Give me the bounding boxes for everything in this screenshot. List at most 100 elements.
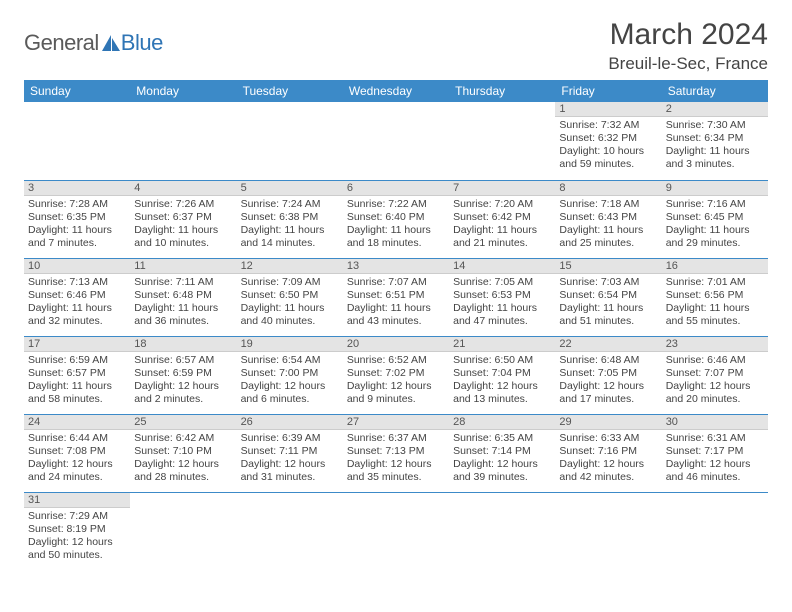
day-cell: 15Sunrise: 7:03 AMSunset: 6:54 PMDayligh… [555, 258, 661, 336]
day-number: 30 [662, 415, 768, 430]
sunrise-text: Sunrise: 6:57 AM [134, 354, 232, 367]
day-number: 12 [237, 259, 343, 274]
sunset-text: Sunset: 8:19 PM [28, 523, 126, 536]
day-number: 2 [662, 102, 768, 117]
day-details: Sunrise: 6:42 AMSunset: 7:10 PMDaylight:… [130, 430, 236, 488]
day-details: Sunrise: 7:11 AMSunset: 6:48 PMDaylight:… [130, 274, 236, 332]
sunset-text: Sunset: 6:42 PM [453, 211, 551, 224]
daylight-text: Daylight: 12 hours and 20 minutes. [666, 380, 764, 406]
day-cell: 26Sunrise: 6:39 AMSunset: 7:11 PMDayligh… [237, 414, 343, 492]
day-details: Sunrise: 7:13 AMSunset: 6:46 PMDaylight:… [24, 274, 130, 332]
weekday-header: Friday [555, 80, 661, 102]
sunrise-text: Sunrise: 7:03 AM [559, 276, 657, 289]
daylight-text: Daylight: 12 hours and 28 minutes. [134, 458, 232, 484]
week-row: 24Sunrise: 6:44 AMSunset: 7:08 PMDayligh… [24, 414, 768, 492]
day-cell [130, 102, 236, 180]
day-number: 9 [662, 181, 768, 196]
day-number: 6 [343, 181, 449, 196]
day-number: 15 [555, 259, 661, 274]
day-number: 8 [555, 181, 661, 196]
day-details: Sunrise: 6:39 AMSunset: 7:11 PMDaylight:… [237, 430, 343, 488]
day-number: 19 [237, 337, 343, 352]
sunset-text: Sunset: 7:13 PM [347, 445, 445, 458]
day-number: 31 [24, 493, 130, 508]
day-details: Sunrise: 7:32 AMSunset: 6:32 PMDaylight:… [555, 117, 661, 175]
sunrise-text: Sunrise: 7:28 AM [28, 198, 126, 211]
sunset-text: Sunset: 6:50 PM [241, 289, 339, 302]
day-number: 1 [555, 102, 661, 117]
day-number: 24 [24, 415, 130, 430]
sunset-text: Sunset: 7:16 PM [559, 445, 657, 458]
week-row: 31Sunrise: 7:29 AMSunset: 8:19 PMDayligh… [24, 492, 768, 570]
brand-text-1: General [24, 30, 99, 56]
weekday-header-row: Sunday Monday Tuesday Wednesday Thursday… [24, 80, 768, 102]
day-cell: 21Sunrise: 6:50 AMSunset: 7:04 PMDayligh… [449, 336, 555, 414]
empty-day [130, 493, 236, 507]
day-details: Sunrise: 7:05 AMSunset: 6:53 PMDaylight:… [449, 274, 555, 332]
month-title: March 2024 [608, 18, 768, 52]
day-number: 16 [662, 259, 768, 274]
day-details: Sunrise: 6:35 AMSunset: 7:14 PMDaylight:… [449, 430, 555, 488]
daylight-text: Daylight: 11 hours and 32 minutes. [28, 302, 126, 328]
sunset-text: Sunset: 6:37 PM [134, 211, 232, 224]
daylight-text: Daylight: 11 hours and 25 minutes. [559, 224, 657, 250]
sunset-text: Sunset: 6:56 PM [666, 289, 764, 302]
sunset-text: Sunset: 7:02 PM [347, 367, 445, 380]
sunset-text: Sunset: 6:54 PM [559, 289, 657, 302]
day-number: 25 [130, 415, 236, 430]
title-block: March 2024 Breuil-le-Sec, France [608, 18, 768, 74]
day-cell [662, 492, 768, 570]
sunrise-text: Sunrise: 6:46 AM [666, 354, 764, 367]
day-cell: 28Sunrise: 6:35 AMSunset: 7:14 PMDayligh… [449, 414, 555, 492]
sunset-text: Sunset: 6:53 PM [453, 289, 551, 302]
weekday-header: Saturday [662, 80, 768, 102]
daylight-text: Daylight: 12 hours and 17 minutes. [559, 380, 657, 406]
sunrise-text: Sunrise: 6:54 AM [241, 354, 339, 367]
day-details: Sunrise: 6:46 AMSunset: 7:07 PMDaylight:… [662, 352, 768, 410]
sunrise-text: Sunrise: 7:18 AM [559, 198, 657, 211]
day-details: Sunrise: 6:31 AMSunset: 7:17 PMDaylight:… [662, 430, 768, 488]
sunset-text: Sunset: 7:14 PM [453, 445, 551, 458]
day-number: 29 [555, 415, 661, 430]
sunrise-text: Sunrise: 7:09 AM [241, 276, 339, 289]
daylight-text: Daylight: 10 hours and 59 minutes. [559, 145, 657, 171]
day-number: 20 [343, 337, 449, 352]
sunset-text: Sunset: 6:59 PM [134, 367, 232, 380]
day-number: 18 [130, 337, 236, 352]
daylight-text: Daylight: 11 hours and 47 minutes. [453, 302, 551, 328]
day-details: Sunrise: 7:24 AMSunset: 6:38 PMDaylight:… [237, 196, 343, 254]
sunset-text: Sunset: 6:45 PM [666, 211, 764, 224]
sunrise-text: Sunrise: 7:20 AM [453, 198, 551, 211]
empty-day [130, 102, 236, 116]
daylight-text: Daylight: 11 hours and 55 minutes. [666, 302, 764, 328]
daylight-text: Daylight: 11 hours and 58 minutes. [28, 380, 126, 406]
day-cell: 10Sunrise: 7:13 AMSunset: 6:46 PMDayligh… [24, 258, 130, 336]
day-cell: 11Sunrise: 7:11 AMSunset: 6:48 PMDayligh… [130, 258, 236, 336]
daylight-text: Daylight: 12 hours and 24 minutes. [28, 458, 126, 484]
day-cell: 24Sunrise: 6:44 AMSunset: 7:08 PMDayligh… [24, 414, 130, 492]
sunrise-text: Sunrise: 6:37 AM [347, 432, 445, 445]
day-number: 28 [449, 415, 555, 430]
day-details: Sunrise: 6:37 AMSunset: 7:13 PMDaylight:… [343, 430, 449, 488]
day-details: Sunrise: 7:30 AMSunset: 6:34 PMDaylight:… [662, 117, 768, 175]
sunset-text: Sunset: 6:48 PM [134, 289, 232, 302]
daylight-text: Daylight: 12 hours and 13 minutes. [453, 380, 551, 406]
day-number: 17 [24, 337, 130, 352]
day-details: Sunrise: 6:54 AMSunset: 7:00 PMDaylight:… [237, 352, 343, 410]
sunset-text: Sunset: 6:51 PM [347, 289, 445, 302]
day-details: Sunrise: 6:59 AMSunset: 6:57 PMDaylight:… [24, 352, 130, 410]
sunset-text: Sunset: 7:17 PM [666, 445, 764, 458]
day-cell: 5Sunrise: 7:24 AMSunset: 6:38 PMDaylight… [237, 180, 343, 258]
sunset-text: Sunset: 7:07 PM [666, 367, 764, 380]
day-cell [343, 102, 449, 180]
sunrise-text: Sunrise: 7:32 AM [559, 119, 657, 132]
weekday-header: Monday [130, 80, 236, 102]
daylight-text: Daylight: 11 hours and 7 minutes. [28, 224, 126, 250]
day-cell: 29Sunrise: 6:33 AMSunset: 7:16 PMDayligh… [555, 414, 661, 492]
weekday-header: Thursday [449, 80, 555, 102]
day-details: Sunrise: 7:22 AMSunset: 6:40 PMDaylight:… [343, 196, 449, 254]
sunrise-text: Sunrise: 7:24 AM [241, 198, 339, 211]
day-cell: 7Sunrise: 7:20 AMSunset: 6:42 PMDaylight… [449, 180, 555, 258]
day-cell: 23Sunrise: 6:46 AMSunset: 7:07 PMDayligh… [662, 336, 768, 414]
day-details: Sunrise: 7:07 AMSunset: 6:51 PMDaylight:… [343, 274, 449, 332]
